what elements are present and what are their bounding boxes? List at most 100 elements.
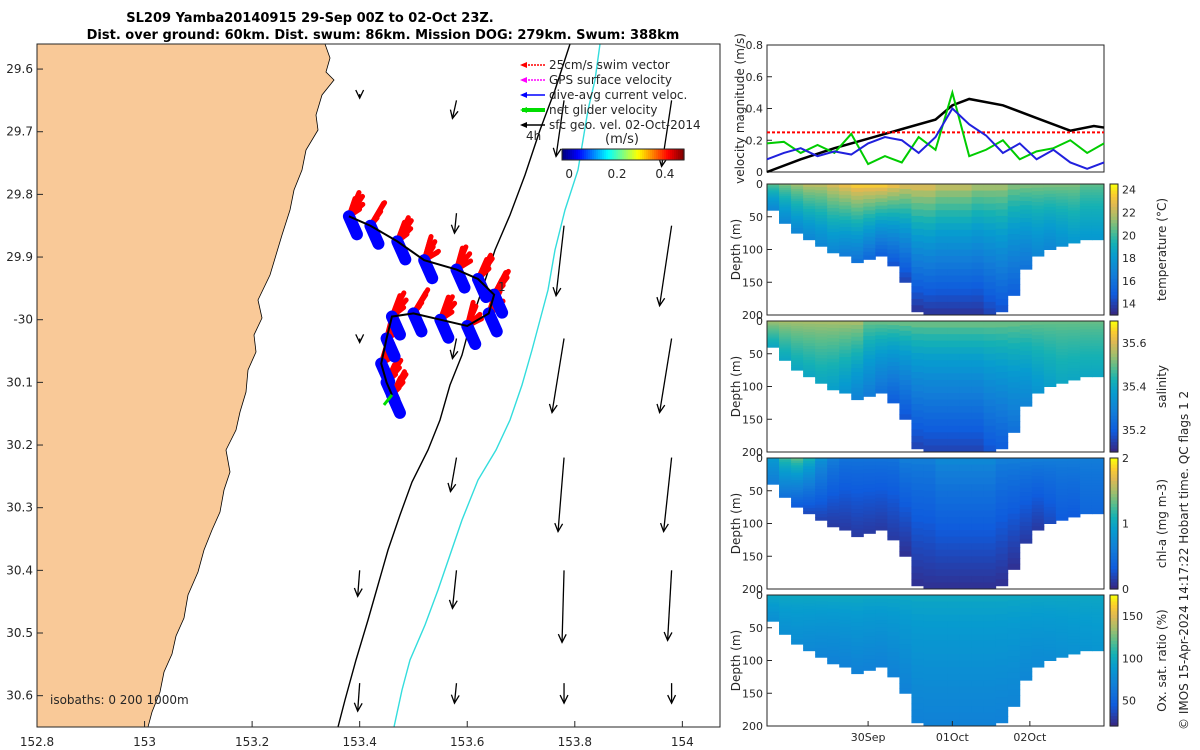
section-cell (923, 432, 936, 440)
section-cell (803, 231, 816, 235)
section-cell (995, 435, 1009, 443)
map-colorbar-cell (660, 149, 663, 160)
section-cell (1079, 617, 1093, 621)
section-cell (827, 632, 840, 637)
velocity-tick-label: 0 (756, 166, 763, 179)
section-cell (971, 184, 985, 192)
geo-arrow-shaft (453, 683, 458, 704)
section-tick-label: 200 (742, 720, 763, 733)
section-colorbar-cell (1110, 676, 1118, 681)
map-y-tick-label: -30 (13, 313, 33, 327)
section-cell (791, 477, 804, 481)
section-cell (1067, 633, 1081, 637)
section-cell (1019, 350, 1033, 356)
section-cell (1031, 252, 1045, 257)
section-cell (887, 644, 900, 649)
section-cell (911, 521, 924, 529)
map-colorbar-cell (628, 149, 631, 160)
section-colorbar-cell (1110, 288, 1118, 293)
section-cell (1043, 611, 1057, 616)
section-cell (983, 301, 997, 309)
section-cell (923, 712, 936, 720)
geo-arrow-head (449, 349, 459, 360)
map-colorbar-cell (646, 149, 649, 160)
section-cell (983, 366, 997, 374)
section-cell (779, 481, 792, 485)
current-vector (407, 307, 428, 338)
section-cell (899, 624, 912, 630)
section-cell (959, 510, 973, 518)
section-cell (947, 569, 961, 577)
section-cell (1055, 507, 1069, 512)
section-cell (875, 465, 888, 470)
section-cell (995, 626, 1009, 634)
section-cell (779, 595, 792, 598)
section-cell (923, 484, 936, 492)
section-cell (947, 216, 961, 224)
section-colorbar-cell (1110, 223, 1118, 228)
section-cell (1019, 675, 1033, 681)
section-cell (815, 190, 828, 194)
section-cell (839, 656, 852, 661)
section-cell (803, 234, 816, 238)
section-cell (815, 498, 828, 503)
geo-arrow-shaft (451, 100, 458, 119)
section-cell (959, 275, 973, 283)
section-cell (959, 190, 973, 198)
section-cell (791, 504, 804, 508)
section-cell (791, 350, 804, 354)
section-colorbar-cell (1110, 282, 1118, 287)
section-cell (911, 572, 924, 580)
section-cell (1079, 348, 1093, 353)
section-cell (887, 329, 900, 334)
legend-swatch-arrowhead (520, 62, 527, 68)
section-cell (1055, 367, 1069, 372)
section-cell (1019, 458, 1033, 463)
section-cell (935, 327, 949, 335)
geo-arrow-head (656, 403, 666, 414)
section-colorbar-cell (1110, 673, 1118, 678)
section-cell (863, 373, 876, 378)
section-cell (863, 392, 876, 397)
section-cell (1067, 231, 1081, 235)
section-cell (983, 223, 997, 231)
section-cell (863, 339, 876, 345)
section-cell (899, 213, 912, 219)
section-cell (959, 686, 973, 694)
section-cell (779, 463, 792, 467)
section-cell (815, 635, 828, 640)
section-cell (1055, 230, 1069, 235)
section-cell (779, 209, 792, 213)
section-cell (995, 502, 1009, 510)
section-cell (1031, 634, 1045, 639)
section-cell (839, 598, 852, 603)
section-cell (1091, 480, 1105, 484)
section-cell (1043, 647, 1057, 652)
section-cell (1055, 330, 1069, 334)
section-cell (767, 185, 780, 188)
section-cell (827, 519, 840, 524)
section-cell (827, 190, 840, 195)
section-cell (791, 634, 804, 638)
section-cell (1091, 343, 1105, 347)
section-cell (791, 215, 804, 219)
section-cell (875, 223, 888, 228)
section-cell (923, 530, 936, 538)
map-colorbar-cell (672, 149, 675, 160)
section-cell (851, 650, 864, 655)
section-cell (815, 208, 828, 213)
section-cell (971, 458, 985, 466)
section-cell (839, 216, 852, 221)
section-cell (803, 200, 816, 204)
section-colorbar-cell (1110, 523, 1118, 528)
section-colorbar-cell (1110, 484, 1118, 489)
section-cell (827, 348, 840, 353)
section-cell (935, 693, 949, 701)
section-cell (839, 349, 852, 354)
section-colorbar-cell (1110, 295, 1118, 300)
section-cell (971, 269, 985, 277)
section-cell (887, 498, 900, 504)
section-cell (851, 340, 864, 346)
section-cell (1019, 475, 1033, 480)
section-cell (767, 619, 780, 622)
